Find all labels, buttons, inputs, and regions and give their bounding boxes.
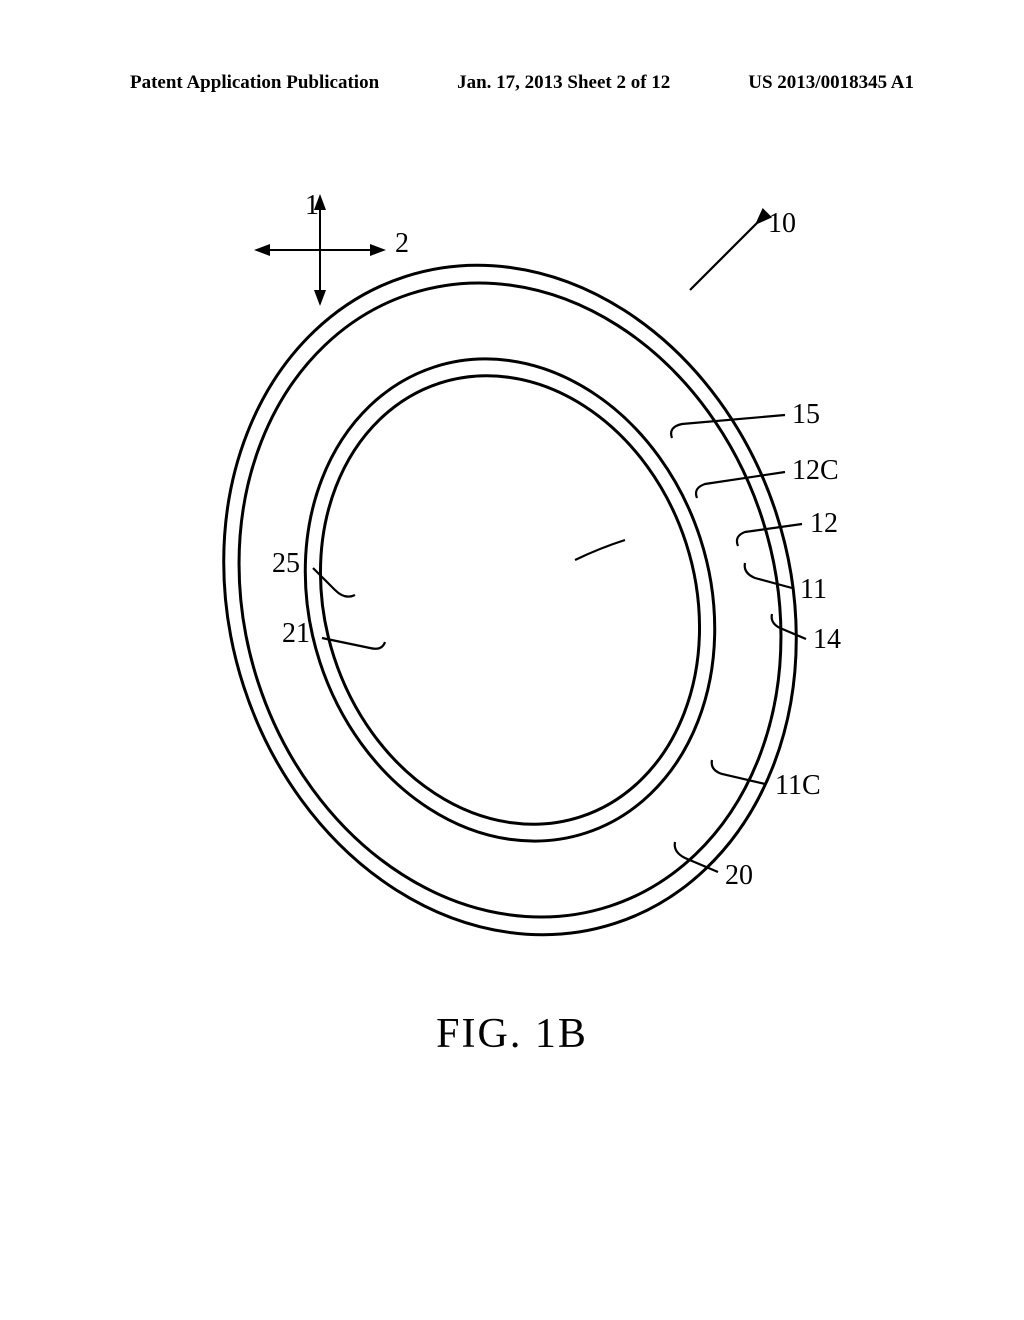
figure-svg: [120, 180, 900, 960]
axis-label-1: 1: [305, 190, 319, 222]
ref-12c: 12C: [792, 455, 839, 487]
ref-20: 20: [725, 860, 753, 892]
ring-assembly: [139, 190, 882, 960]
ref-11c: 11C: [775, 770, 821, 802]
figure-caption: FIG. 1B: [0, 1010, 1024, 1058]
ref-21: 21: [282, 618, 310, 650]
ref-14: 14: [813, 624, 841, 656]
ref-10: 10: [768, 208, 796, 240]
header-left: Patent Application Publication: [130, 72, 379, 94]
ref-12: 12: [810, 508, 838, 540]
ref-15: 15: [792, 399, 820, 431]
patent-page: Patent Application Publication Jan. 17, …: [0, 0, 1024, 1320]
header-right: US 2013/0018345 A1: [748, 72, 914, 94]
header-center: Jan. 17, 2013 Sheet 2 of 12: [457, 72, 670, 94]
ref-25: 25: [272, 548, 300, 580]
figure-1b: 1 2 10 15 12C 12 25 11 21 14 11C 20: [120, 180, 900, 960]
axis-label-2: 2: [395, 228, 409, 260]
page-header: Patent Application Publication Jan. 17, …: [0, 72, 1024, 94]
ref-11: 11: [800, 574, 827, 606]
axis-indicator: [258, 198, 382, 302]
